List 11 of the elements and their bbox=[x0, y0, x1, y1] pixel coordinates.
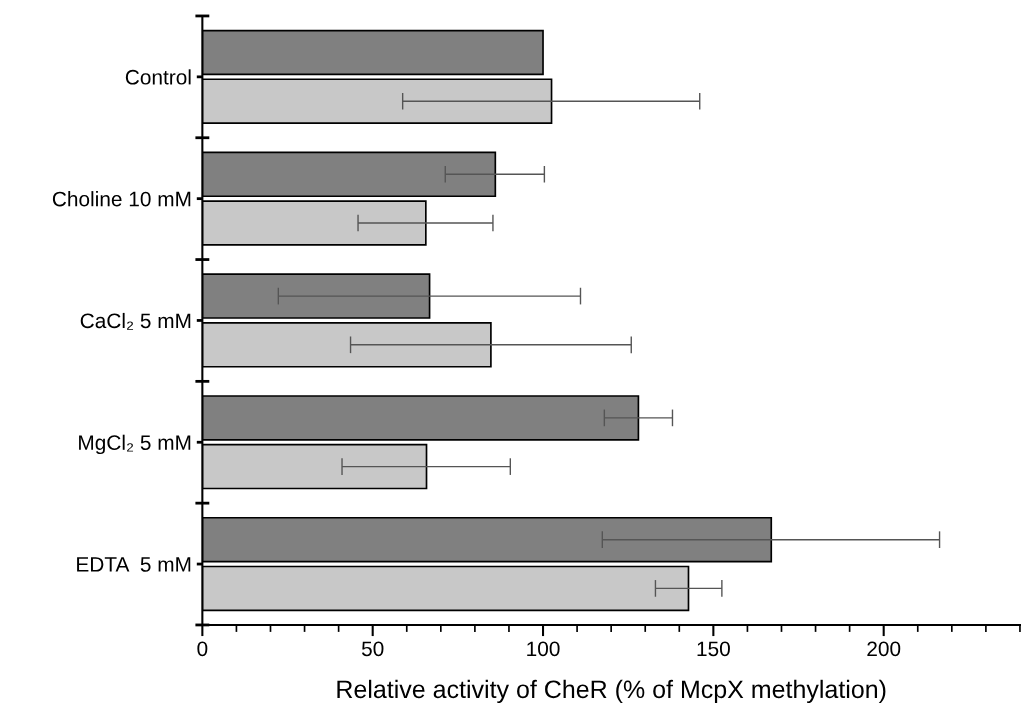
y-tick-label: Choline 10 mM bbox=[52, 191, 191, 207]
x-tick-label: 0 bbox=[197, 641, 208, 657]
y-tick-label: Control bbox=[125, 69, 191, 85]
y-tick-label: EDTA 5 mM bbox=[77, 557, 191, 572]
x-tick-label: 100 bbox=[527, 641, 560, 657]
x-tick-label: 50 bbox=[361, 641, 384, 657]
x-axis-title: Relative activity of CheR (% of McpX methylation) bbox=[337, 679, 886, 704]
y-tick-label: MgCl₂ 5 mM bbox=[79, 434, 191, 455]
y-tick-label: CaCl₂ 5 mM bbox=[80, 312, 191, 330]
x-tick-label: 150 bbox=[697, 641, 730, 657]
x-tick-label: 200 bbox=[867, 641, 901, 657]
